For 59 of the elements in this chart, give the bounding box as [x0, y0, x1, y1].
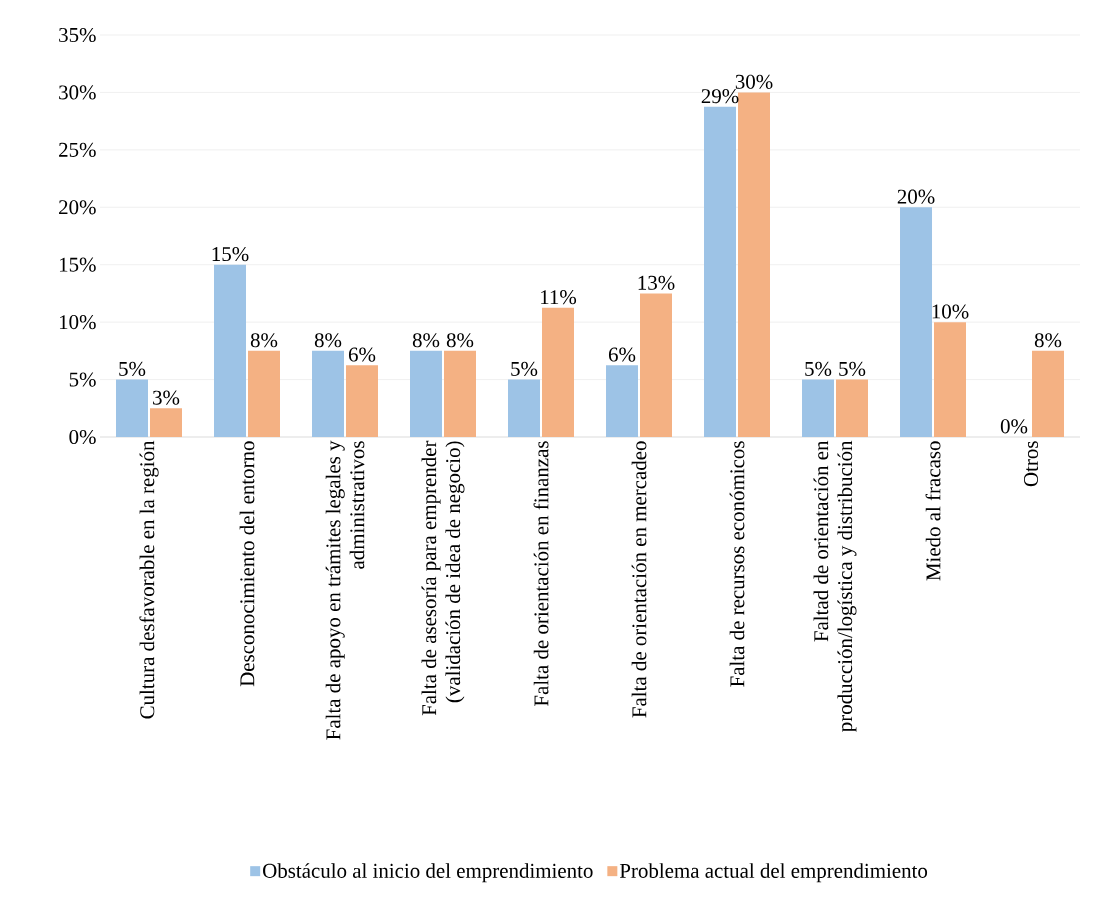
x-tick-label: Cultura desfavorable en la región [139, 440, 159, 719]
bar [116, 379, 148, 437]
bar [346, 365, 378, 437]
y-tick-label: 5% [69, 372, 96, 387]
bar [542, 307, 574, 437]
bar [704, 106, 737, 437]
bar [606, 365, 639, 437]
y-tick-label: 10% [59, 315, 96, 330]
bar [738, 92, 770, 437]
data-label: 8% [1034, 333, 1062, 348]
x-tick-label: Falta de orientación en finanzas [533, 441, 549, 706]
x-tick-label: Faltad de orientación en producción/logística y distribución [813, 440, 857, 732]
y-tick-label: 20% [59, 200, 96, 215]
bar [312, 350, 345, 437]
data-label: 3% [153, 390, 180, 405]
bar [802, 379, 835, 437]
bar [150, 408, 182, 437]
x-tick-label: Falta de recursos económicos [729, 441, 745, 687]
x-tick-label: Falta de orientación en mercadeo [631, 441, 647, 718]
data-label: 29% [701, 89, 739, 104]
y-tick-label: 15% [59, 257, 96, 272]
x-tick-label: Falta de asesoría para emprender (validación de idea de negocio) [421, 440, 465, 716]
data-label: 5% [511, 361, 538, 377]
y-tick-label: 30% [59, 85, 96, 100]
y-tick-label: 25% [59, 142, 96, 157]
data-label: 15% [212, 247, 249, 262]
data-label: 8% [412, 333, 440, 348]
y-tick-label: 0% [69, 429, 96, 445]
data-label: 6% [348, 347, 376, 362]
bar [1032, 350, 1065, 437]
data-label: 5% [839, 361, 866, 377]
legend-label: Obstáculo al inicio del emprendimiento [263, 863, 593, 883]
bar [640, 293, 672, 437]
bar [836, 379, 868, 437]
data-label: 8% [446, 333, 474, 348]
data-label: 11% [541, 290, 577, 305]
bar [934, 322, 967, 437]
data-label: 5% [119, 361, 146, 377]
data-label: 0% [1000, 419, 1028, 434]
x-tick-label: Falta de apoyo en trámites legales y administrativos [325, 440, 365, 740]
bar [444, 350, 476, 437]
x-tick-label: Otros [1023, 441, 1039, 487]
legend-label: Problema actual del emprendimiento [619, 863, 928, 883]
x-tick-label: Miedo al fracaso [925, 441, 941, 581]
bar [214, 264, 247, 437]
bar [410, 350, 443, 437]
data-label: 13% [638, 275, 675, 290]
data-label: 20% [897, 189, 935, 204]
data-label: 8% [250, 333, 278, 348]
y-tick-label: 35% [59, 27, 96, 43]
data-label: 5% [805, 361, 832, 377]
data-label: 30% [735, 74, 773, 89]
bar [508, 379, 541, 437]
bar [900, 207, 933, 437]
x-tick-label: Desconocimiento del entorno [239, 441, 255, 687]
data-label: 6% [608, 347, 636, 362]
data-label: 8% [314, 333, 342, 348]
data-label: 10% [932, 304, 969, 319]
bar [248, 350, 280, 437]
